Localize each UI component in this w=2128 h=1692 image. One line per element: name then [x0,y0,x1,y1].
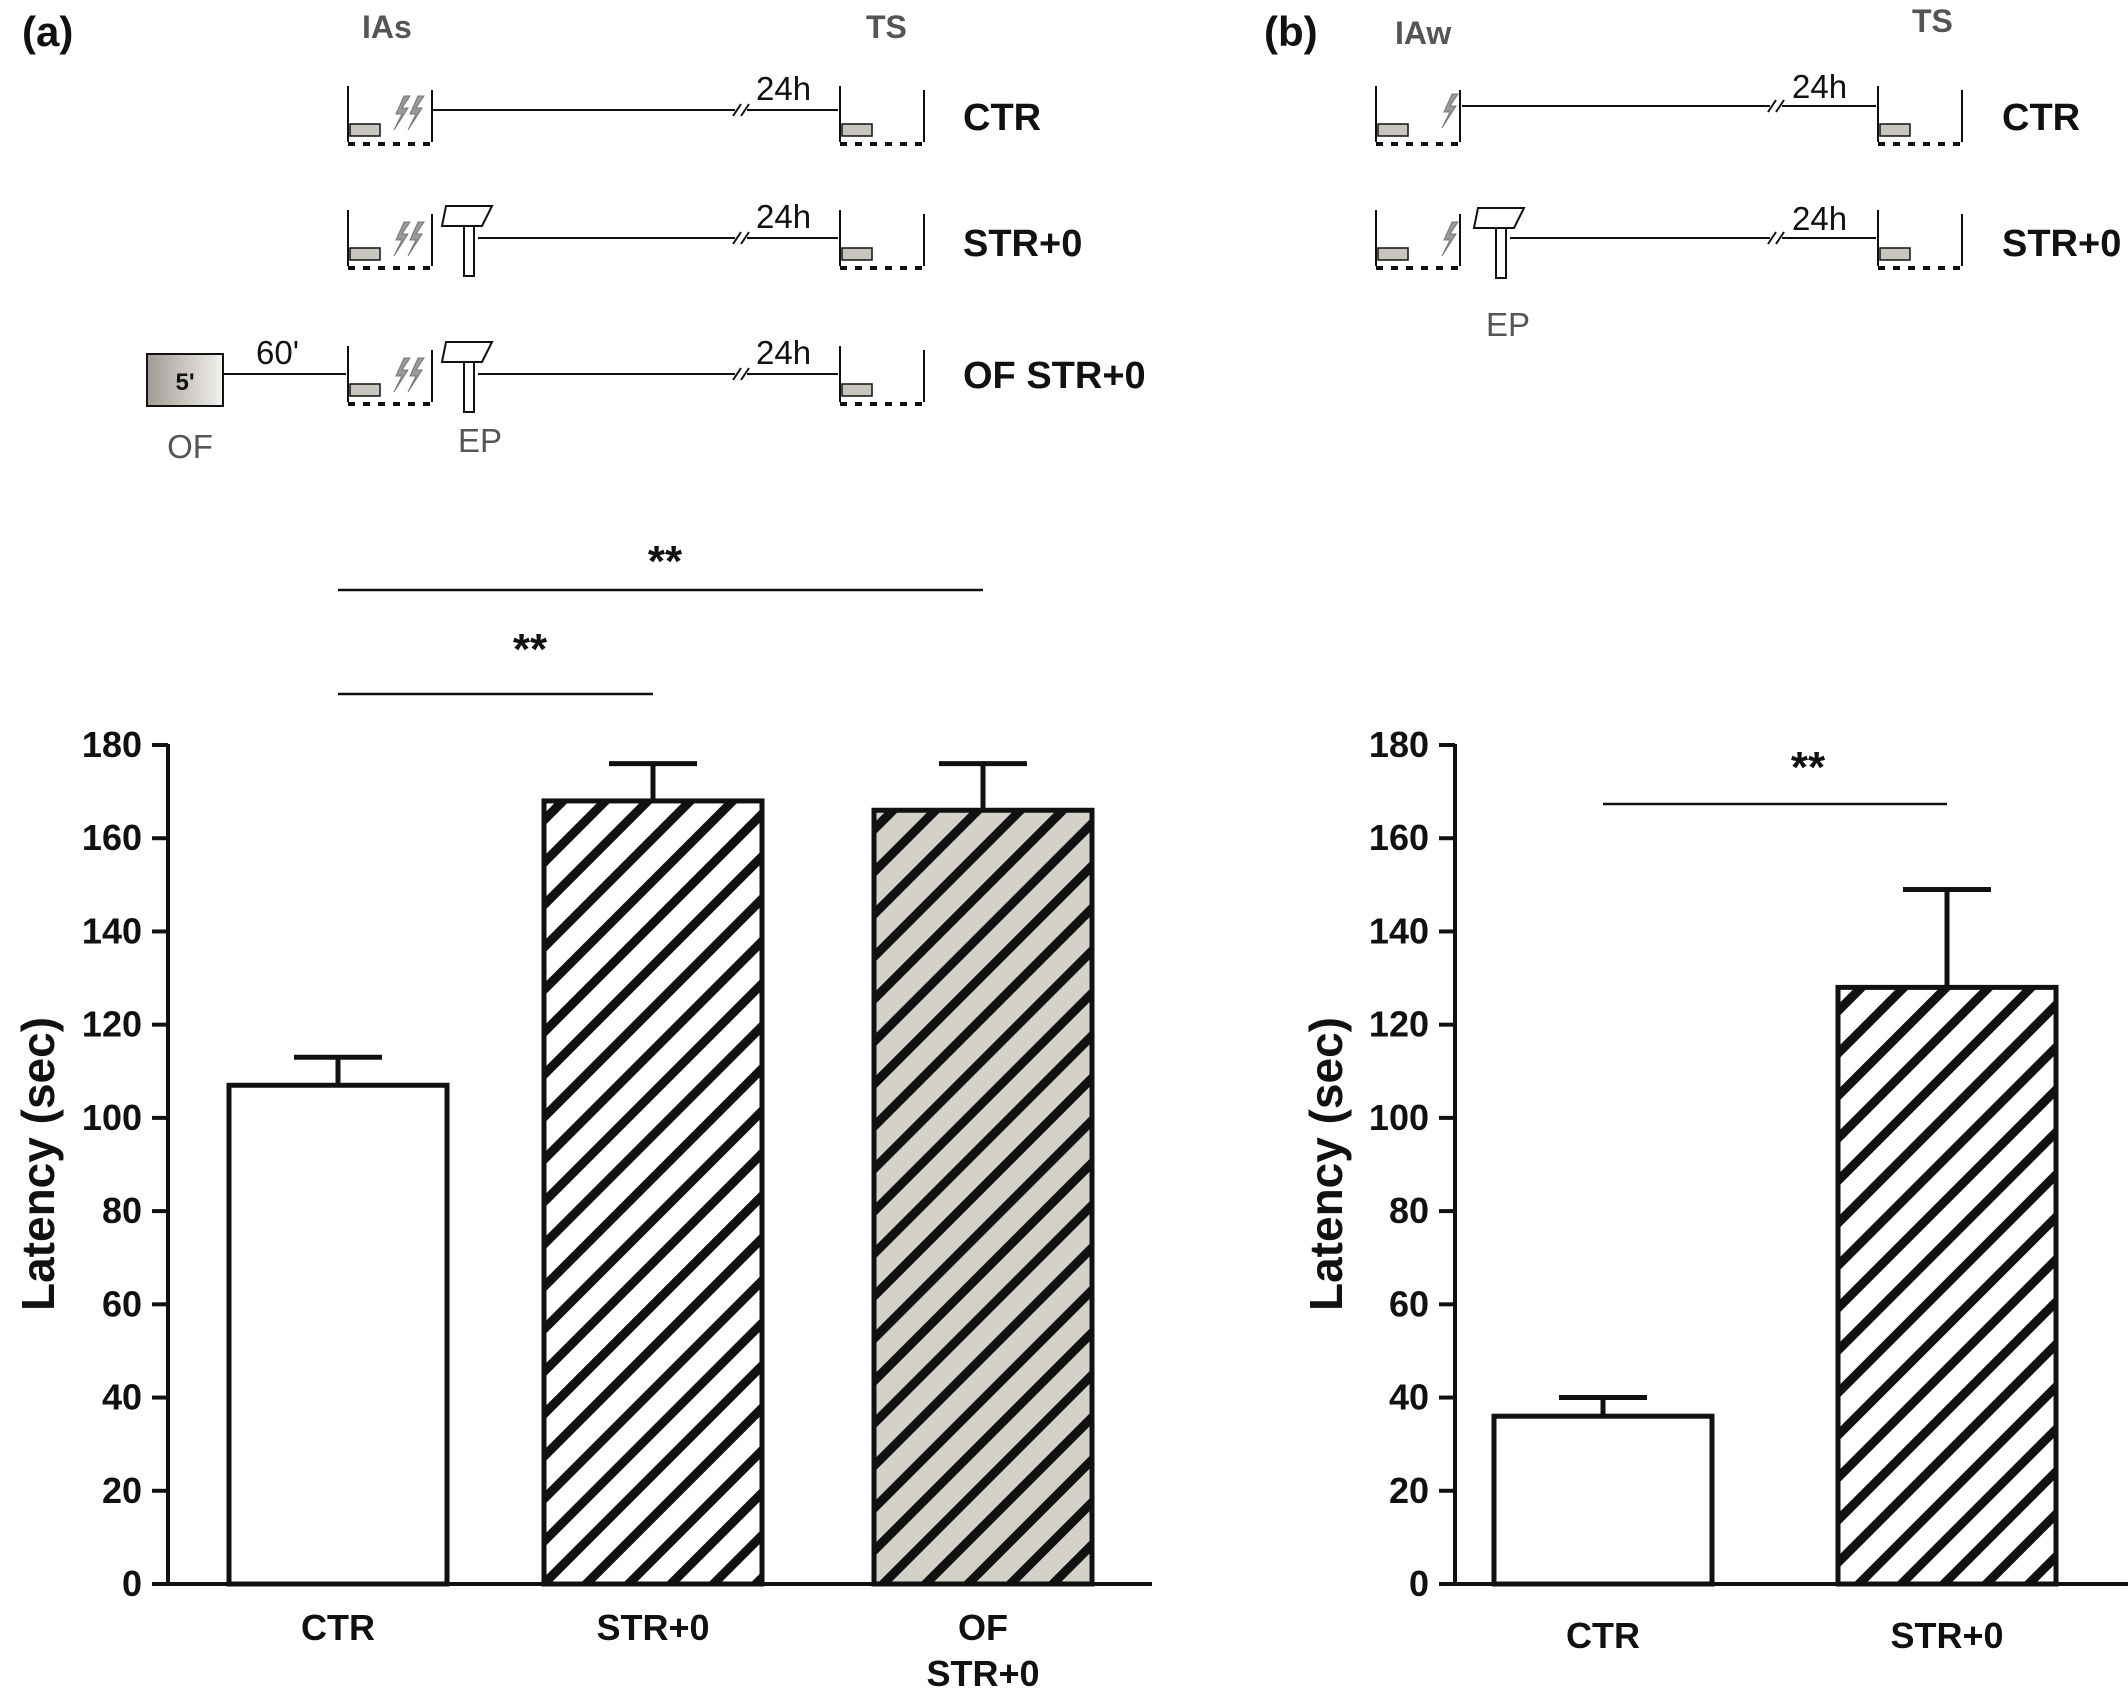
y-axis-label: Latency (sec) [1300,1017,1352,1311]
y-tick-label: 60 [1389,1283,1429,1324]
significance-label: ** [1791,743,1826,792]
y-tick-label: 180 [82,724,142,765]
protocol-b-ctr: 24h CTR [1375,68,2080,146]
bar [226,1082,450,1587]
time-break-icon [732,103,750,117]
bar-chart-a: 0 20 40 60 80 100 120 140 160 180 Latency (sec) CTR… [12,537,1152,1692]
time-break-icon [1767,99,1785,113]
apparatus-right-icon [839,346,925,406]
panel-b-label: (b) [1264,8,1318,55]
apparatus-right-icon [839,86,925,146]
category-label: CTR [1566,1615,1640,1656]
time-break-icon [732,367,750,381]
open-field-label: OF [167,428,213,465]
y-tick-label: 180 [1369,724,1429,765]
apparatus-left-icon [347,210,433,270]
y-tick-label: 0 [1409,1563,1429,1604]
condition-label-of-str0: OF STR+0 [963,355,1146,397]
shock-single-icon [1441,221,1459,257]
y-tick-label: 20 [102,1470,142,1511]
y-tick-label: 20 [1389,1470,1429,1511]
apparatus-left-icon [1375,210,1461,270]
protocol-b-str0: EP 24h STR+0 [1375,200,2121,343]
shock-double-icon [393,95,425,131]
delay-label: 24h [1792,68,1847,105]
delay-label: 24h [756,198,811,235]
y-axis-label: Latency (sec) [12,1017,64,1311]
y-tick-label: 140 [82,910,142,951]
y-tick-label: 160 [1369,817,1429,858]
delay-label: 24h [756,70,811,107]
apparatus-right-icon [839,210,925,270]
delay-label: 24h [756,334,811,371]
apparatus-left-icon [347,86,433,146]
interval-label: 60' [256,334,299,371]
shock-double-icon [393,357,425,393]
y-tick-label: 40 [102,1377,142,1418]
y-tick-label: 60 [102,1283,142,1324]
open-field-duration: 5' [175,369,194,396]
panel-a-label: (a) [22,8,73,55]
category-label: STR+0 [926,1653,1039,1692]
bar [1835,984,2059,1587]
time-break-icon [1767,231,1785,245]
y-tick-label: 140 [1369,910,1429,951]
y-tick-label: 80 [1389,1190,1429,1231]
bar [1491,1413,1715,1587]
category-label: STR+0 [596,1607,709,1648]
category-label: STR+0 [1890,1615,2003,1656]
bar-chart-b: 0 20 40 60 80 100 120 140 160 180 Latency (sec) CTR… [1300,724,2128,1656]
elevated-platform-label: EP [458,422,502,459]
y-tick-label: 80 [102,1190,142,1231]
shock-double-icon [393,221,425,257]
elevated-platform-label: EP [1486,306,1530,343]
y-tick-label: 100 [82,1097,142,1138]
panel-b-stage-ts: TS [1912,3,1953,39]
protocol-a-of-str0: 5' OF 60' EP 24h OF STR+0 [146,334,1146,465]
open-field-box [146,353,224,407]
significance-label: ** [648,537,683,586]
elevated-platform-icon [440,341,494,413]
y-tick-label: 120 [82,1004,142,1045]
y-tick-label: 120 [1369,1004,1429,1045]
condition-label-str0: STR+0 [963,223,1082,265]
y-tick-label: 160 [82,817,142,858]
panel-a-stage-ias: IAs [362,9,412,45]
bar [541,798,765,1587]
condition-label-str0: STR+0 [2002,223,2121,265]
condition-label-ctr: CTR [2002,97,2080,139]
shock-single-icon [1441,93,1459,129]
y-tick-label: 40 [1389,1377,1429,1418]
protocol-a-ctr: 24h CTR [347,70,1041,146]
category-label: CTR [301,1607,375,1648]
significance-label: ** [513,625,548,674]
apparatus-left-icon [347,346,433,406]
delay-label: 24h [1792,200,1847,237]
y-tick-label: 0 [122,1563,142,1604]
elevated-platform-icon [1472,207,1526,279]
apparatus-right-icon [1877,210,1963,270]
bar [871,807,1095,1587]
apparatus-left-icon [1375,86,1461,146]
panel-a-stage-ts: TS [866,9,907,45]
condition-label-ctr: CTR [963,97,1041,139]
y-tick-label: 100 [1369,1097,1429,1138]
time-break-icon [732,231,750,245]
protocol-a-str0: 24h STR+0 [347,198,1082,277]
panel-b-stage-iaw: IAw [1395,15,1451,51]
category-label: OF [958,1607,1008,1648]
elevated-platform-icon [440,205,494,277]
apparatus-right-icon [1877,86,1963,146]
